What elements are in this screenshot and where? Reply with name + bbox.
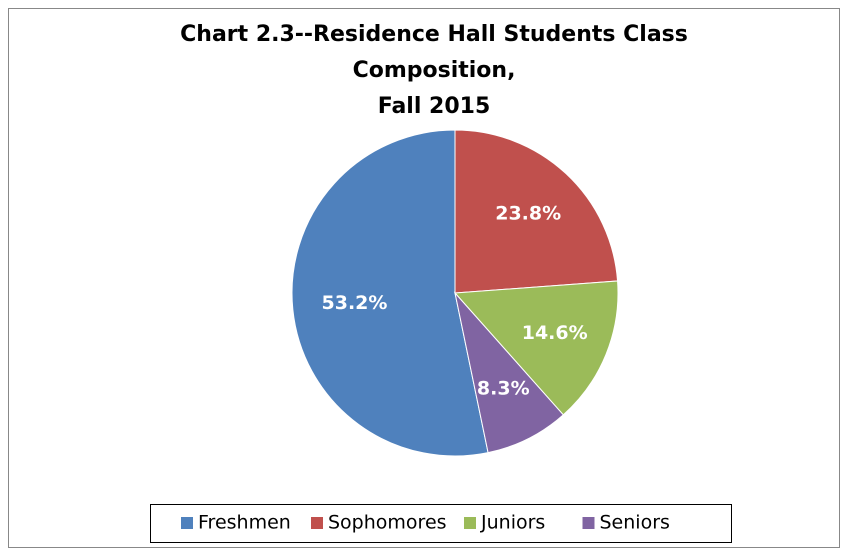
legend-label: Sophomores [328,512,447,534]
chart-title: Fall 2015 [378,94,491,119]
legend-label: Seniors [600,512,670,534]
legend-swatch [311,517,323,529]
data-label: 14.6% [522,322,588,344]
chart-title: Chart 2.3--Residence Hall Students Class [180,22,688,47]
pie-slice [291,129,489,457]
legend-label: Freshmen [198,512,291,534]
data-label: 23.8% [495,203,561,225]
legend-label: Juniors [480,512,545,534]
chart-title: Composition, [353,58,516,83]
pie-slice [453,280,619,416]
legend-swatch [181,517,193,529]
legend-swatch [582,517,595,529]
legend-swatch [464,517,476,529]
legend-box [150,504,732,543]
pie-slice [454,291,564,454]
pie-slice [454,129,619,294]
data-label: 53.2% [322,292,388,314]
data-label: 8.3% [477,378,530,400]
